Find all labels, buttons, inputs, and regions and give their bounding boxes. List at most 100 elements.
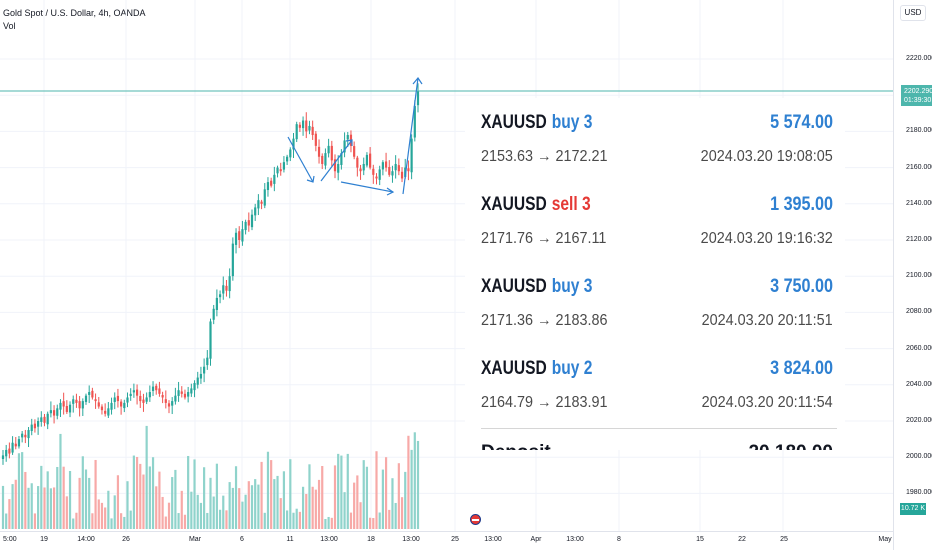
volume-bar [81, 456, 84, 529]
candle-body [321, 155, 324, 164]
candle-body [337, 163, 340, 173]
volume-bar [212, 496, 215, 529]
trade-side: buy 3 [551, 276, 593, 297]
volume-bar [167, 502, 171, 529]
trade-row: XAUUSD buy 2 3 824.00 2164.79 → 2183.91 2024… [481, 344, 833, 424]
candle-body [362, 163, 365, 171]
candle-body [279, 169, 282, 172]
volume-bar [46, 471, 49, 529]
panel-divider [481, 428, 837, 429]
candle-body [254, 207, 257, 216]
candle-body [174, 395, 177, 402]
currency-button[interactable]: USD [900, 5, 926, 21]
volume-bar [353, 482, 356, 529]
trade-side: buy 3 [551, 112, 593, 133]
price-tick-label: 2060.000 [906, 344, 932, 352]
candle-body [104, 410, 107, 414]
candle-body [410, 138, 413, 173]
candle-body [203, 366, 206, 374]
candle-body [378, 169, 381, 180]
volume-bar [68, 470, 72, 529]
candle-body [384, 161, 388, 168]
candle-body [359, 168, 362, 172]
time-tick-label: Apr [530, 536, 542, 543]
volume-bar [94, 459, 97, 529]
candle-body [27, 430, 30, 439]
volume-bar [222, 495, 225, 529]
price-scale[interactable]: 2220.0002200.0002180.0002160.0002140.000… [893, 0, 932, 550]
price-chart[interactable] [0, 0, 893, 531]
candle-body [132, 390, 135, 393]
volume-bar [375, 451, 378, 529]
time-tick-label: 25 [451, 536, 459, 543]
candle-body [289, 149, 292, 158]
volume-bar [1, 485, 5, 529]
volume-bar [65, 496, 68, 529]
trade-results-panel: XAUUSD buy 3 5 574.00 2153.63 → 2172.21 2024… [465, 98, 845, 450]
time-tick-label: 25 [780, 536, 788, 543]
candle-body [183, 393, 187, 398]
symbol-title[interactable]: Gold Spot / U.S. Dollar, 4h, OANDA [3, 8, 146, 18]
volume-bar [142, 474, 145, 529]
price-tick-label: 2040.000 [906, 380, 932, 388]
candle-body [107, 408, 110, 416]
annotation-arrows [287, 76, 423, 196]
volume-bar [218, 509, 222, 529]
volume-value-tag: 10.72 K [900, 503, 926, 515]
time-tick-label: 26 [122, 536, 130, 543]
candle-body [206, 357, 209, 366]
volume-bar [177, 513, 180, 529]
arrow-head [412, 76, 423, 85]
candle-body [218, 294, 222, 298]
candle-body [238, 231, 241, 240]
candle-body [24, 434, 27, 438]
candle-body [343, 140, 346, 153]
candle-body [372, 168, 375, 175]
candle-body [161, 395, 164, 398]
volume-bar [161, 496, 164, 529]
candle-body [142, 399, 145, 403]
volume-bar [72, 518, 75, 529]
time-axis[interactable]: 5:00 19 14:00 26 Mar 6 11 13:00 18 13:00 25 13:00 Ap… [0, 531, 893, 550]
annotation-arrow [287, 136, 314, 183]
us-flag-event-icon[interactable] [470, 514, 481, 525]
volume-bar [404, 471, 407, 529]
candle-body [187, 392, 190, 397]
candle-body [68, 404, 72, 413]
candle-body [353, 146, 356, 157]
arrow-head [345, 139, 353, 146]
volume-bar [295, 508, 298, 529]
volume-bar [49, 488, 52, 529]
candle-body [225, 285, 228, 291]
volume-bar [104, 507, 107, 529]
volume-bar [400, 497, 404, 529]
candle-body [356, 157, 359, 168]
trade-symbol: XAUUSD buy 3 [481, 276, 593, 297]
candle-body [40, 417, 43, 422]
candle-body [190, 388, 193, 394]
volume-bar [250, 485, 254, 529]
trade-time: 2024.03.20 19:16:32 [700, 230, 833, 247]
volume-bar [327, 516, 330, 529]
volume-bar [21, 452, 24, 529]
volume-bar [337, 453, 340, 529]
candle-body [263, 189, 266, 206]
volume-bar [260, 461, 263, 529]
candle-body [340, 153, 343, 165]
volume-bar [333, 465, 337, 529]
candle-body [78, 401, 81, 409]
candle-body [282, 162, 286, 170]
volume-bar [56, 466, 59, 529]
time-tick-label: May [878, 536, 892, 543]
volume-bar [286, 510, 289, 529]
volume-bar [257, 484, 260, 529]
trade-profit: 3 824.00 [770, 358, 833, 379]
arrow-head [306, 175, 315, 183]
volume-bar [321, 466, 324, 529]
candle-body [266, 182, 270, 191]
volume-indicator-label[interactable]: Vol [3, 21, 16, 31]
volume-bar [359, 502, 362, 529]
candle-body [314, 133, 317, 146]
candle-body [301, 120, 305, 129]
volume-bar [282, 471, 286, 529]
